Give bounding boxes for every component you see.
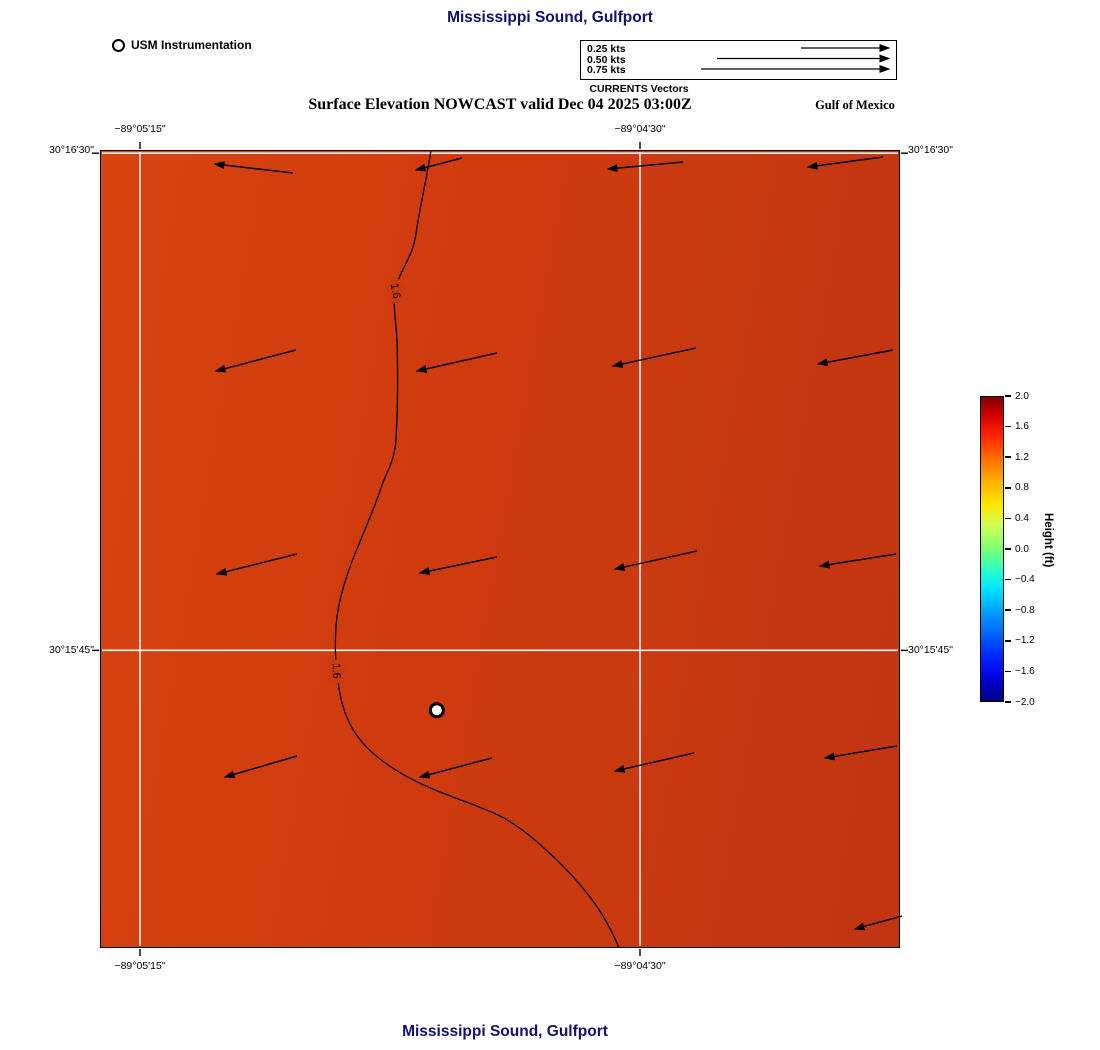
colorbar-tick: 1.2	[1005, 451, 1029, 463]
colorbar-tick-mark	[1005, 640, 1011, 642]
colorbar	[980, 396, 1004, 702]
vector-legend-row-2: 0.50 kts	[587, 53, 626, 66]
region-label: Gulf of Mexico	[815, 98, 895, 112]
x-tick-label-top-2: −89°04'30"	[614, 123, 666, 135]
colorbar-tick-label: −1.6	[1015, 665, 1035, 677]
colorbar-tick: 2.0	[1005, 390, 1029, 402]
colorbar-axis-label: Height (ft)	[1042, 513, 1054, 568]
x-tick-label-bottom-1: −89°05'15"	[114, 960, 166, 972]
colorbar-tick-mark	[1005, 670, 1011, 673]
colorbar-tick-label: 1.6	[1015, 421, 1029, 433]
colorbar-tick-label: −0.4	[1015, 574, 1035, 586]
map-area	[100, 150, 900, 948]
x-tick-label-top-1: −89°05'15"	[114, 123, 166, 135]
colorbar-tick: −0.4	[1005, 574, 1035, 586]
x-tick-label-bottom-2: −89°04'30"	[614, 960, 666, 972]
colorbar-tick-label: 2.0	[1015, 390, 1029, 402]
vector-legend-caption: CURRENTS Vectors	[589, 83, 689, 95]
colorbar-tick-mark	[1005, 578, 1011, 581]
figure-footer-title: Mississippi Sound, Gulfport	[402, 1023, 608, 1040]
colorbar-tick: 0.4	[1005, 512, 1029, 524]
colorbar-tick-mark	[1005, 701, 1011, 703]
y-tick-label-left-2: 30°15'45"	[49, 644, 94, 656]
colorbar-tick-mark	[1005, 517, 1011, 520]
colorbar-tick: 0.0	[1005, 543, 1029, 555]
colorbar-tick-label: 0.4	[1015, 512, 1029, 524]
y-tick-label-right-2: 30°15'45"	[908, 644, 953, 656]
vector-legend-row-3: 0.75 kts	[587, 64, 626, 76]
colorbar-tick-label: 0.0	[1015, 543, 1029, 555]
colorbar-tick-mark	[1005, 395, 1011, 397]
figure-subtitle: Surface Elevation NOWCAST valid Dec 04 2…	[308, 96, 692, 113]
colorbar-tick-label: −0.8	[1015, 604, 1035, 616]
colorbar-ticks: 2.0 1.6 1.2 0.8 0.4 0.0 −0.4 −0.8 −1.2 −1.6 −2.0	[1005, 391, 1057, 708]
vector-legend-row-1: 0.25 kts	[587, 43, 626, 55]
colorbar-tick: 0.8	[1005, 482, 1029, 494]
colorbar-tick-label: −1.2	[1015, 635, 1035, 647]
colorbar-tick-label: 0.8	[1015, 482, 1029, 494]
colorbar-tick: −1.2	[1005, 635, 1035, 647]
colorbar-tick-mark	[1005, 487, 1011, 489]
station-marker-icon	[112, 38, 125, 52]
station-legend: USM Instrumentation	[112, 38, 252, 52]
y-tick-label-left-1: 30°16'30"	[49, 144, 94, 156]
colorbar-tick-mark	[1005, 425, 1011, 428]
colorbar-tick: 1.6	[1005, 421, 1029, 433]
colorbar-tick-mark	[1005, 609, 1011, 611]
colorbar-tick-label: −2.0	[1015, 696, 1035, 708]
colorbar-tick-mark	[1005, 548, 1011, 550]
vector-legend-box: 0.25 kts 0.50 kts 0.75 kts	[580, 40, 897, 80]
colorbar-tick: −2.0	[1005, 696, 1035, 708]
y-tick-label-right-1: 30°16'30"	[908, 144, 953, 156]
station-legend-label: USM Instrumentation	[131, 38, 252, 52]
colorbar-tick-label: 1.2	[1015, 451, 1029, 463]
colorbar-tick-mark	[1005, 456, 1011, 458]
figure-title: Mississippi Sound, Gulfport	[447, 9, 653, 26]
colorbar-tick: −1.6	[1005, 665, 1035, 677]
colorbar-tick: −0.8	[1005, 604, 1035, 616]
